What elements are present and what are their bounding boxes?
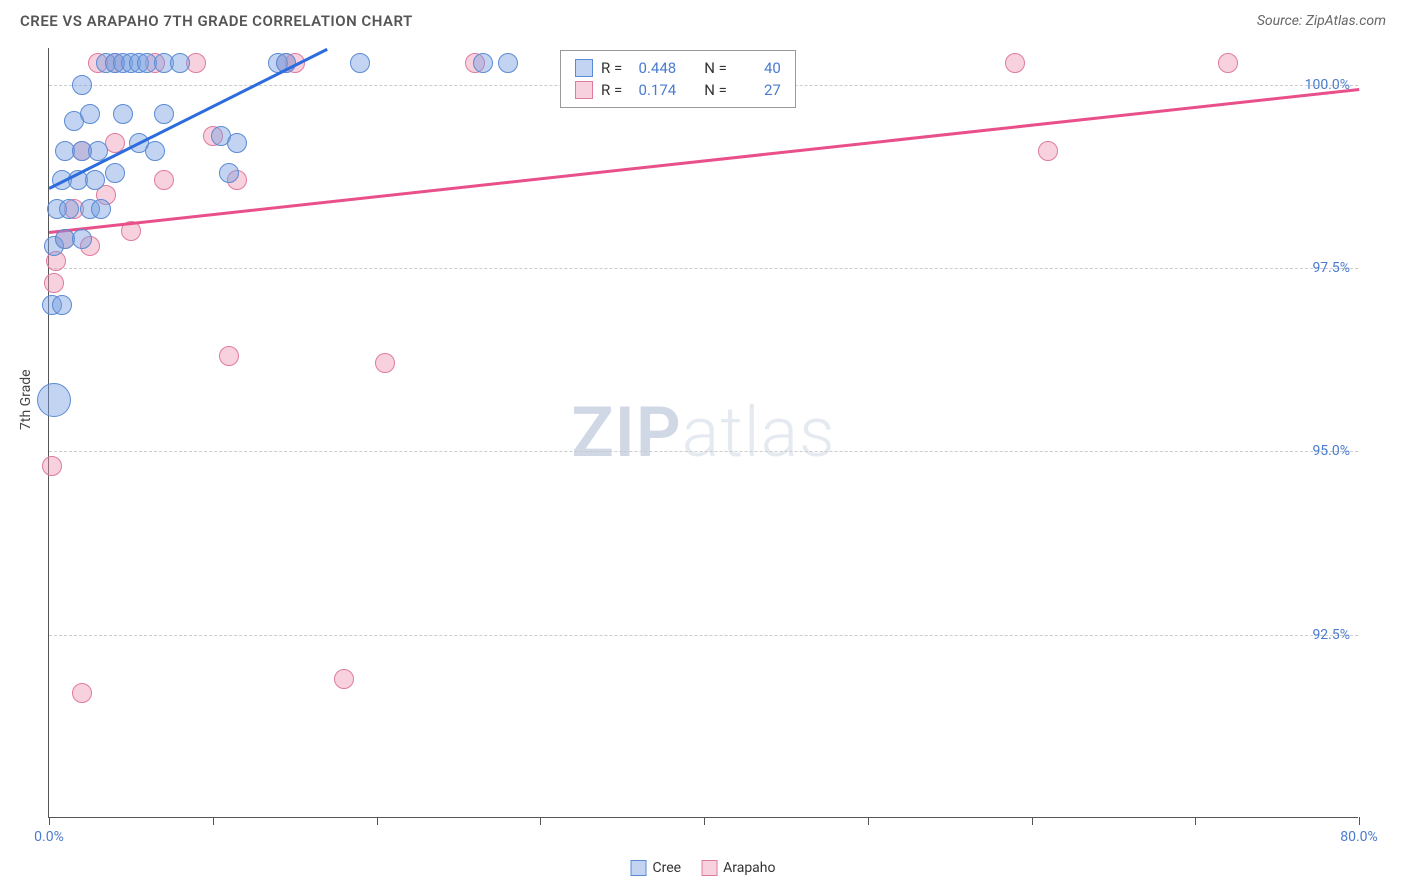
- y-tick-label: 95.0%: [1312, 443, 1350, 459]
- chart-title: CREE VS ARAPAHO 7TH GRADE CORRELATION CH…: [20, 12, 413, 30]
- gridline: [49, 451, 1358, 452]
- x-tick-label: 80.0%: [1340, 829, 1378, 845]
- data-point-cree: [52, 295, 72, 315]
- data-point-cree: [219, 163, 239, 183]
- data-point-cree: [227, 133, 247, 153]
- n-value: 27: [735, 81, 781, 99]
- legend-swatch: [575, 81, 593, 99]
- series-legend: Cree Arapaho: [631, 860, 776, 876]
- data-point-cree: [145, 141, 165, 161]
- r-label: R =: [601, 59, 622, 77]
- data-point-arapaho: [375, 353, 395, 373]
- chart-source: Source: ZipAtlas.com: [1257, 13, 1386, 29]
- data-point-arapaho: [72, 683, 92, 703]
- data-point-arapaho: [44, 273, 64, 293]
- data-point-arapaho: [154, 170, 174, 190]
- x-tick: [704, 817, 705, 825]
- n-label: N =: [704, 59, 727, 77]
- r-label: R =: [601, 81, 622, 99]
- data-point-cree: [350, 53, 370, 73]
- data-point-cree: [91, 199, 111, 219]
- gridline: [49, 635, 1358, 636]
- legend-stats-row: R = 0.448 N = 40: [575, 57, 781, 79]
- trendline-arapaho: [49, 88, 1359, 233]
- data-point-arapaho: [42, 456, 62, 476]
- y-tick-label: 97.5%: [1312, 260, 1350, 276]
- legend-label: Cree: [653, 860, 682, 876]
- data-point-cree: [59, 199, 79, 219]
- y-axis-label: 7th Grade: [18, 369, 34, 430]
- data-point-arapaho: [1005, 53, 1025, 73]
- legend-item: Cree: [631, 860, 682, 876]
- chart-plot-area: ZIPatlas 92.5%95.0%97.5%100.0%0.0%80.0%: [48, 48, 1358, 818]
- x-tick-label: 0.0%: [34, 829, 64, 845]
- x-tick: [49, 817, 50, 825]
- data-point-cree: [105, 163, 125, 183]
- data-point-arapaho: [1218, 53, 1238, 73]
- data-point-cree: [113, 104, 133, 124]
- data-point-cree: [154, 104, 174, 124]
- legend-stats-row: R = 0.174 N = 27: [575, 79, 781, 101]
- x-tick: [1359, 817, 1360, 825]
- data-point-arapaho: [219, 346, 239, 366]
- x-tick: [868, 817, 869, 825]
- correlation-legend: R = 0.448 N = 40 R = 0.174 N = 27: [560, 50, 796, 108]
- legend-swatch: [701, 860, 717, 876]
- data-point-cree: [37, 383, 71, 417]
- data-point-cree: [170, 53, 190, 73]
- data-point-cree: [72, 75, 92, 95]
- watermark: ZIPatlas: [571, 392, 835, 474]
- y-tick-label: 92.5%: [1312, 627, 1350, 643]
- data-point-arapaho: [1038, 141, 1058, 161]
- legend-swatch: [575, 59, 593, 77]
- data-point-cree: [80, 104, 100, 124]
- r-value: 0.448: [630, 59, 676, 77]
- data-point-cree: [85, 170, 105, 190]
- x-tick: [1032, 817, 1033, 825]
- x-tick: [213, 817, 214, 825]
- data-point-cree: [473, 53, 493, 73]
- data-point-arapaho: [334, 669, 354, 689]
- legend-swatch: [631, 860, 647, 876]
- legend-item: Arapaho: [701, 860, 775, 876]
- x-tick: [540, 817, 541, 825]
- data-point-cree: [498, 53, 518, 73]
- legend-label: Arapaho: [723, 860, 775, 876]
- x-tick: [377, 817, 378, 825]
- x-tick: [1195, 817, 1196, 825]
- data-point-cree: [72, 229, 92, 249]
- gridline: [49, 268, 1358, 269]
- r-value: 0.174: [630, 81, 676, 99]
- n-value: 40: [735, 59, 781, 77]
- n-label: N =: [704, 81, 727, 99]
